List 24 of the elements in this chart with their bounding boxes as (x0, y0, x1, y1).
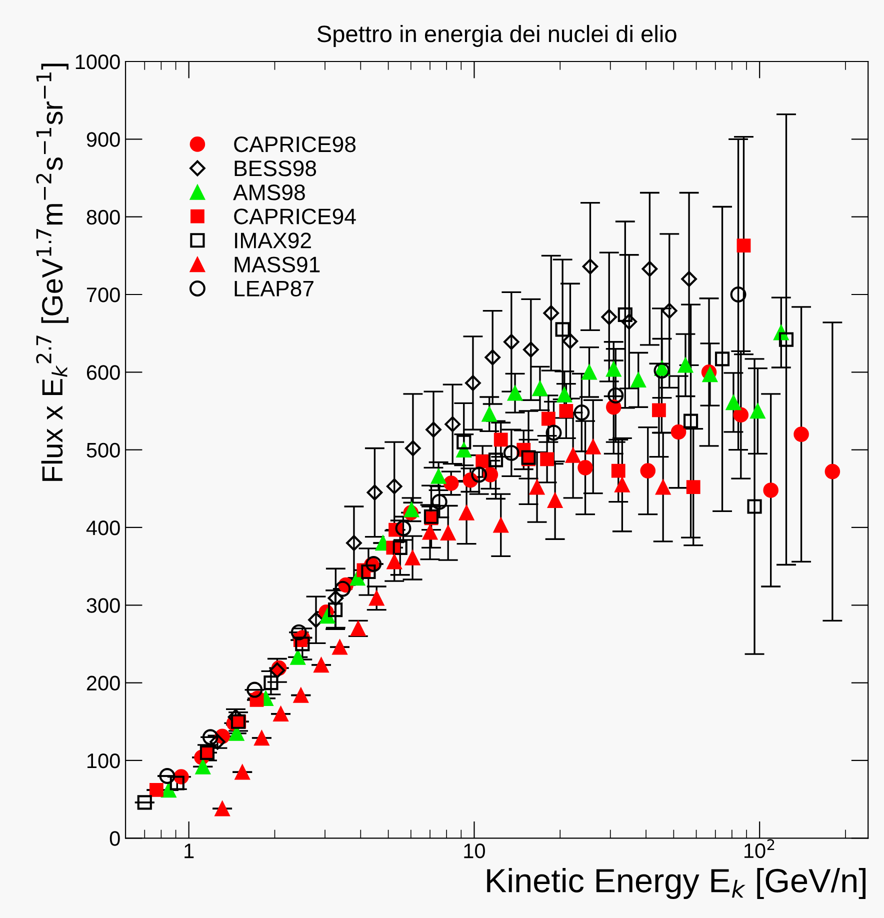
legend-label: AMS98 (233, 184, 305, 200)
y-tick-label: 500 (86, 442, 120, 458)
x-tick-label: 10 (464, 844, 485, 858)
x-axis-title: Kinetic Energy E$_{k}$ [GeV/n] (487, 868, 866, 900)
legend-label: BESS98 (234, 160, 316, 176)
y-tick-label: 300 (86, 598, 120, 613)
x-tick-label: 1 (184, 844, 194, 858)
chart-title: Spettro in energia dei nuclei di elio (317, 24, 676, 47)
legend-label: MASS91 (234, 256, 320, 272)
x-tick-label: 10$^{2}$ (744, 839, 774, 858)
legend-label: CAPRICE98 (234, 136, 356, 152)
y-tick-label: 0 (110, 831, 120, 846)
y-tick-label: 700 (86, 287, 120, 302)
legend-label: IMAX92 (235, 232, 311, 248)
legend-label: LEAP87 (234, 280, 314, 296)
y-tick-label: 400 (86, 520, 120, 536)
y-tick-label: 900 (86, 132, 120, 147)
y-tick-label: 1000 (76, 54, 120, 70)
y-tick-label: 800 (86, 210, 120, 225)
y-tick-label: 200 (86, 676, 120, 691)
text: Flux x E$_{k}$$^{2.7}$ [GeV$^{1.7}$m$^{−2}$s$^{−1}$sr$^{−1}$] (36, 64, 68, 481)
y-tick-label: 100 (88, 753, 120, 768)
legend-label: CAPRICE94 (234, 208, 356, 224)
y-tick-label: 600 (86, 365, 120, 380)
